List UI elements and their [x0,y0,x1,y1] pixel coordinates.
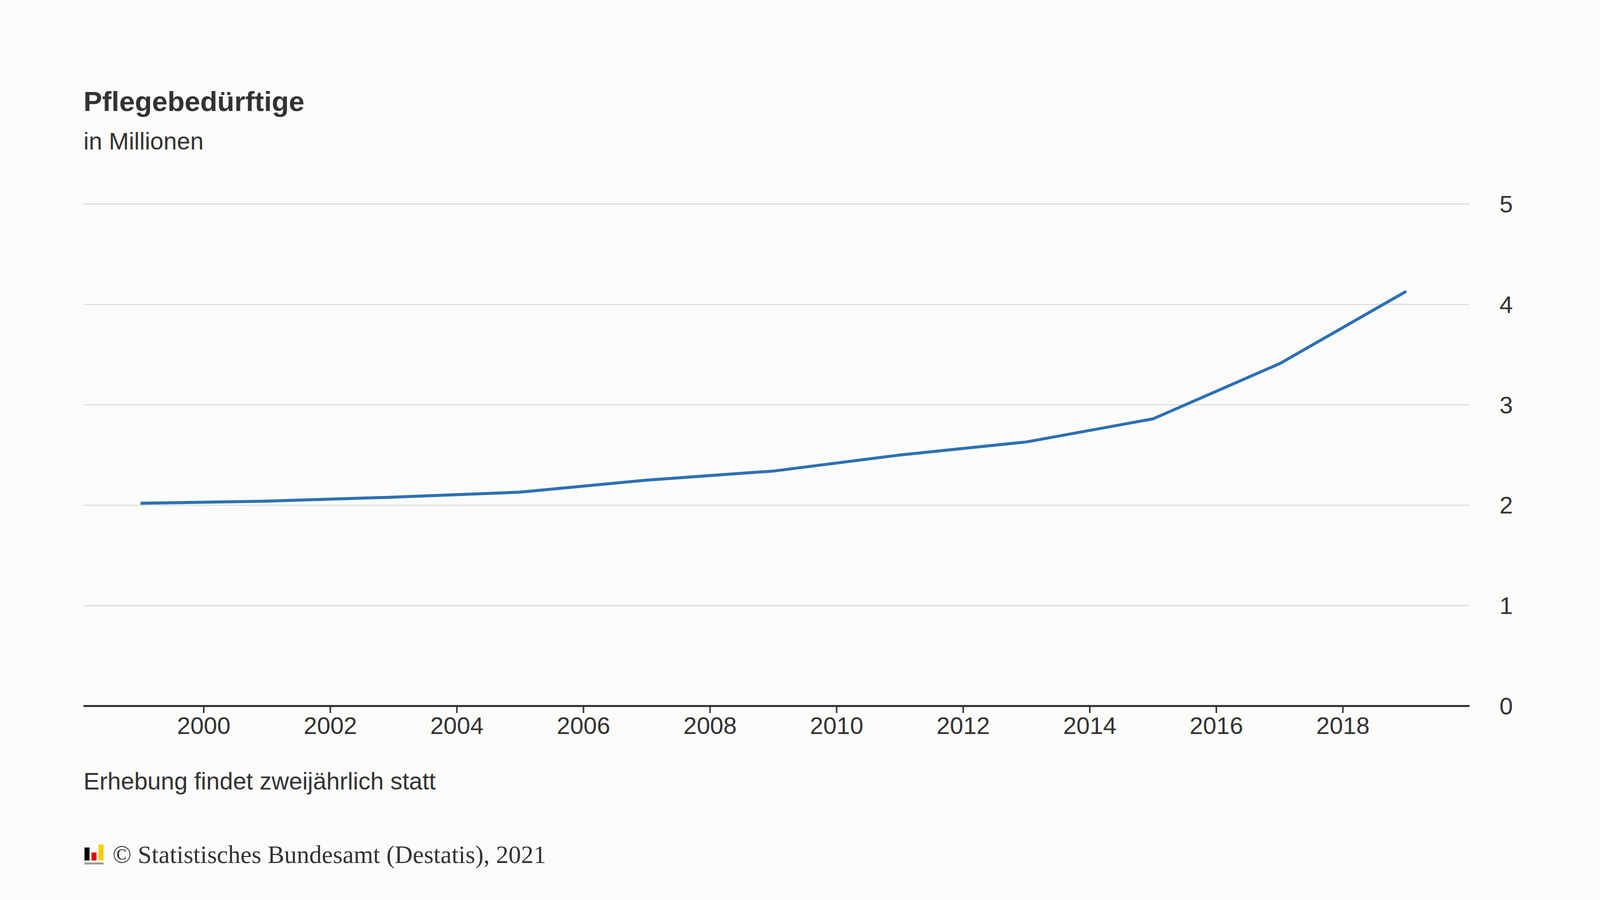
html-text:© Statistisches Bundesamt (Des: © Statistisches Bundesamt (Destatis), 20… [112,840,547,869]
svg-text:0: 0 [1499,693,1513,720]
html-text:Pflegebedürftige: Pflegebedürftige [83,85,305,117]
svg-text:2006: 2006 [557,712,611,739]
svg-text:2014: 2014 [1063,712,1117,739]
svg-text:2010: 2010 [810,712,864,739]
svg-text:4: 4 [1499,291,1513,318]
svg-text:2000: 2000 [177,712,231,739]
html-text:Erhebung findet zweijährlich s: Erhebung findet zweijährlich statt [83,768,436,795]
svg-text:2004: 2004 [430,712,484,739]
svg-text:3: 3 [1499,392,1513,419]
svg-text:2008: 2008 [683,712,737,739]
svg-text:2018: 2018 [1316,712,1370,739]
html-text:in Millionen: in Millionen [83,128,204,155]
svg-text:1: 1 [1499,592,1513,619]
svg-text:5: 5 [1499,191,1513,218]
svg-text:2: 2 [1499,492,1513,519]
svg-text:2002: 2002 [303,712,357,739]
svg-text:2016: 2016 [1189,712,1243,739]
svg-text:2012: 2012 [936,712,990,739]
